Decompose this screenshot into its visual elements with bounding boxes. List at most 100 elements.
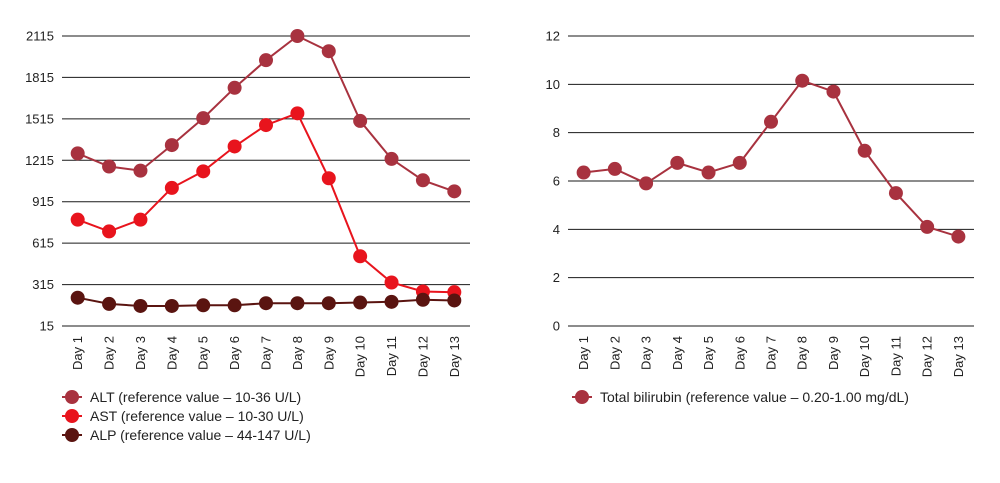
data-point (196, 111, 211, 126)
series-line (583, 79, 959, 238)
x-tick-label: Day 4 (670, 336, 685, 370)
legend-label: ALT (reference value – 10-36 U/L) (90, 389, 301, 405)
data-point (384, 294, 399, 309)
y-tick-label: 0 (553, 319, 560, 334)
data-point (576, 165, 591, 180)
x-tick-label: Day 8 (795, 336, 810, 370)
data-point (732, 155, 747, 170)
data-point (795, 73, 810, 88)
data-point (857, 143, 872, 158)
data-point (607, 161, 622, 176)
x-tick-label: Day 5 (701, 336, 716, 370)
data-point (259, 296, 273, 311)
data-point (290, 106, 305, 121)
legend-swatch-marker (65, 409, 79, 423)
y-tick-label: 1515 (25, 111, 54, 126)
data-point (133, 298, 148, 313)
data-point (321, 296, 336, 311)
data-point (321, 171, 336, 186)
data-point (259, 118, 273, 133)
x-tick-label: Day 12 (920, 336, 935, 377)
data-point (133, 212, 148, 227)
data-point (384, 275, 399, 290)
y-tick-label: 1815 (25, 70, 54, 85)
data-point (888, 186, 903, 201)
x-tick-label: Day 8 (290, 336, 305, 370)
data-point (196, 298, 211, 313)
legend-label: Total bilirubin (reference value – 0.20-… (600, 389, 909, 405)
data-point (447, 184, 462, 199)
data-point (415, 292, 430, 307)
y-tick-label: 8 (553, 125, 560, 140)
y-tick-label: 2 (553, 270, 560, 285)
data-point (102, 296, 117, 311)
data-point (639, 176, 654, 191)
chart-2: 0 2 4 6 8 10 12 Day 1 Day 2 Day 3 Day 4 Day 5 Day 6 D… (546, 29, 974, 405)
x-tick-label: Day 2 (102, 336, 117, 370)
data-point (164, 298, 179, 313)
data-point (447, 293, 462, 308)
x-tick-label: Day 1 (576, 336, 591, 370)
data-point (227, 80, 242, 95)
data-point (321, 44, 336, 59)
data-point (415, 173, 430, 188)
data-point (764, 114, 778, 129)
y-tick-label: 1215 (25, 153, 54, 168)
data-point (102, 159, 117, 174)
chart-1: 15 315 615 915 1215 1515 1815 2115 Day 1 Day 2 Day… (25, 29, 470, 443)
data-point (920, 219, 935, 234)
data-point (164, 138, 179, 153)
data-point (259, 53, 273, 68)
x-tick-label: Day 11 (384, 336, 399, 376)
y-tick-label: 615 (32, 236, 54, 251)
x-tick-label: Day 13 (951, 336, 966, 377)
x-tick-label: Day 3 (133, 336, 148, 370)
data-point (164, 180, 179, 195)
data-point (384, 151, 399, 166)
data-point (353, 295, 368, 310)
data-point (951, 229, 966, 244)
x-tick-label: Day 13 (447, 336, 462, 377)
x-tick-label: Day 5 (196, 336, 211, 370)
x-tick-label: Day 9 (321, 336, 336, 370)
y-tick-label: 10 (546, 77, 560, 92)
data-point (70, 290, 85, 305)
data-point (133, 163, 148, 178)
legend-label: AST (reference value – 10-30 U/L) (90, 408, 304, 424)
data-point (102, 224, 117, 239)
legend-swatch-marker (65, 390, 79, 404)
data-point (70, 146, 85, 161)
y-tick-label: 6 (553, 174, 560, 189)
legend-swatch-marker (65, 428, 79, 442)
data-point (670, 155, 685, 170)
x-tick-label: Day 10 (353, 336, 368, 377)
data-point (196, 164, 211, 179)
y-tick-label: 15 (40, 319, 54, 334)
data-point (290, 296, 305, 311)
legend-label: ALP (reference value – 44-147 U/L) (90, 427, 311, 443)
data-point (227, 139, 242, 154)
y-tick-label: 315 (32, 277, 54, 292)
legend-swatch-marker (575, 390, 589, 404)
y-tick-label: 12 (546, 29, 560, 44)
x-tick-label: Day 6 (732, 336, 747, 370)
y-tick-label: 4 (553, 222, 560, 237)
x-tick-label: Day 12 (415, 336, 430, 377)
x-tick-label: Day 4 (164, 336, 179, 370)
data-point (826, 84, 841, 99)
x-tick-label: Day 6 (227, 336, 242, 370)
data-point (353, 113, 368, 128)
x-tick-label: Day 10 (857, 336, 872, 377)
x-tick-label: Day 3 (639, 336, 654, 370)
data-point (70, 212, 85, 227)
x-tick-label: Day 7 (764, 336, 779, 370)
data-point (227, 298, 242, 313)
data-point (290, 29, 305, 43)
x-tick-label: Day 2 (607, 336, 622, 370)
y-tick-label: 2115 (26, 29, 54, 44)
data-point (353, 249, 368, 264)
x-tick-label: Day 11 (888, 336, 903, 376)
series-line (77, 112, 455, 294)
y-tick-label: 915 (32, 194, 54, 209)
